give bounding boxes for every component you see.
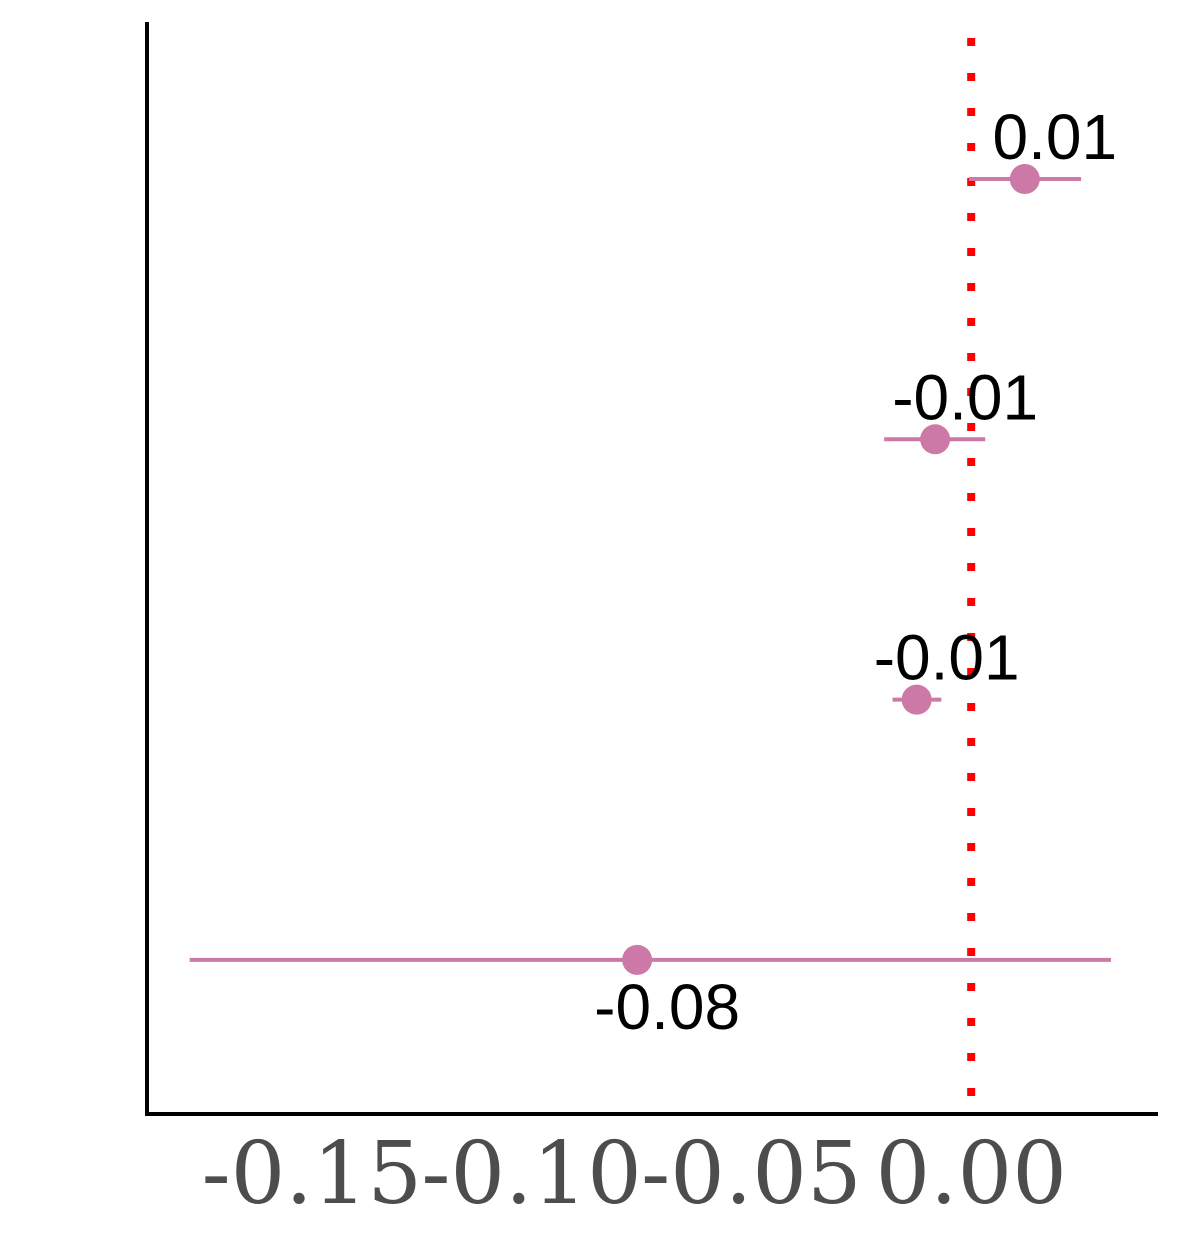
points-layer: 0.01 -0.01 -0.01 -0.08: [189, 101, 1118, 1043]
data-label: 0.01: [993, 101, 1118, 173]
x-tick-label: -0.15: [202, 1124, 423, 1224]
data-label: -0.01: [874, 622, 1020, 694]
x-tick-label: 0.00: [875, 1124, 1066, 1224]
data-point: [901, 684, 932, 715]
x-tick-label: -0.10: [421, 1124, 642, 1224]
x-tick-label: -0.05: [641, 1124, 862, 1224]
data-point: [920, 424, 951, 455]
data-point: [622, 944, 653, 975]
data-label: -0.01: [892, 361, 1038, 433]
data-point: [1009, 164, 1040, 194]
data-label: -0.08: [594, 971, 740, 1043]
x-tick-labels: -0.15 -0.10 -0.05 0.00: [202, 1124, 1067, 1224]
